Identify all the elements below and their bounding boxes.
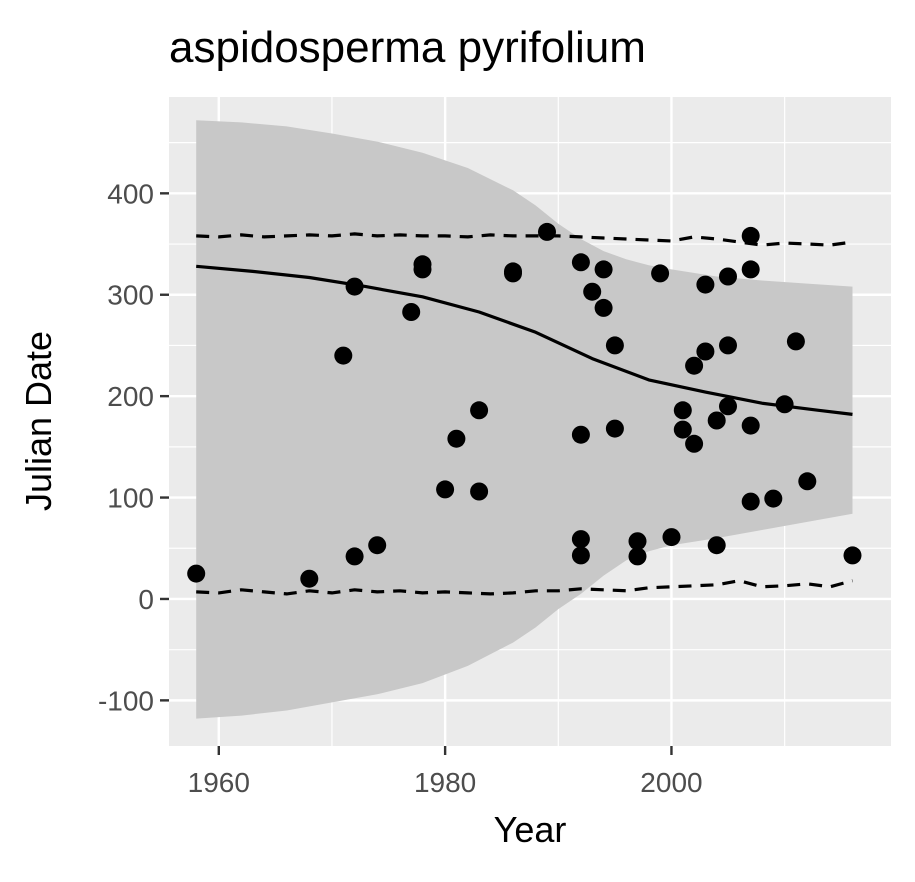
x-axis-ticks: 1960 1980 2000 [188,746,703,798]
chart-title: aspidosperma pyrifolium [169,23,646,72]
data-points [187,222,862,588]
data-point [605,336,624,355]
data-point [685,434,704,453]
data-point [583,282,602,301]
y-tick-label: 400 [107,178,154,209]
trend-line [196,264,853,416]
data-point [571,253,590,272]
data-point [368,536,387,555]
y-tick-label: 100 [107,483,154,514]
data-point [334,346,353,365]
data-point [628,547,647,566]
data-point [594,298,613,317]
x-tick-label: 1980 [414,767,476,798]
confidence-ribbon [196,120,853,719]
data-point [345,277,364,296]
y-tick-label: 300 [107,280,154,311]
data-point [843,546,862,565]
data-point [741,226,760,245]
data-point [685,356,704,375]
data-point [345,547,364,566]
y-tick-label: 0 [138,584,154,615]
data-point [707,536,726,555]
data-point [571,530,590,549]
data-point [764,489,783,508]
series-lines [196,232,853,596]
data-point [605,419,624,438]
data-point [662,528,681,547]
data-point [187,564,206,583]
data-point [673,401,692,420]
data-point [798,472,817,491]
data-point [775,395,794,414]
data-point [673,420,692,439]
y-axis-title: Julian Date [18,331,59,511]
data-point [741,416,760,435]
data-point [719,267,737,286]
data-point [696,342,715,361]
data-point [571,425,590,444]
data-point [538,222,556,241]
data-point [402,303,421,321]
data-point [707,411,726,430]
data-point [696,275,715,294]
data-point [470,482,489,501]
data-point [436,480,455,499]
y-axis-ticks: -100 0 100 200 300 400 [98,178,169,716]
data-point [413,260,432,279]
data-point [741,260,760,279]
data-point [628,532,647,551]
data-point [504,264,522,283]
data-point [594,260,613,279]
data-point [741,492,760,511]
data-point [786,332,805,351]
data-point [651,264,670,283]
data-point [719,336,737,355]
x-tick-label: 1960 [188,767,250,798]
data-point [571,546,590,565]
x-tick-label: 2000 [640,767,702,798]
y-tick-label: -100 [98,685,154,716]
y-tick-label: 200 [107,381,154,412]
data-point [300,569,319,588]
data-point [470,401,489,420]
data-point [447,429,466,448]
x-axis-title: Year [494,809,567,850]
data-point [719,397,737,416]
